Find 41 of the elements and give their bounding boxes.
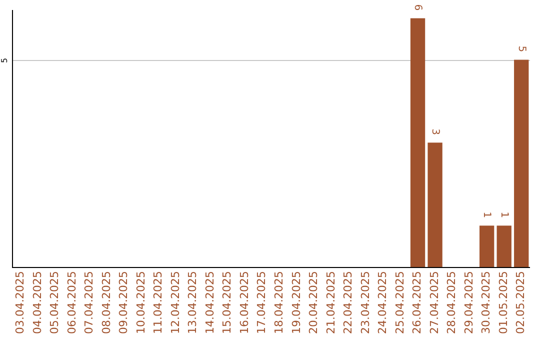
- x-tick-label: 16.04.2025: [238, 271, 251, 334]
- x-tick-label: 19.04.2025: [290, 271, 303, 334]
- bar: [428, 142, 442, 268]
- ref-line-label: 5: [0, 58, 10, 64]
- x-tick-label: 10.04.2025: [134, 271, 148, 334]
- data-label: 1: [498, 212, 510, 218]
- x-tick-label: 23.04.2025: [358, 271, 372, 334]
- x-tick-label: 04.04.2025: [30, 271, 44, 334]
- x-tick-label: 17.04.2025: [255, 271, 268, 334]
- x-tick-label: 13.04.2025: [186, 271, 200, 334]
- data-label: 3: [429, 128, 440, 136]
- x-tick-label: 15.04.2025: [220, 271, 234, 334]
- x-tick-label: 27.04.2025: [428, 271, 441, 334]
- data-label: 5: [516, 46, 527, 52]
- x-tick-label: 25.04.2025: [393, 271, 406, 334]
- x-tick-label: 30.04.2025: [480, 271, 493, 334]
- x-tick-label: 11.04.2025: [152, 271, 165, 334]
- x-tick-label: 21.04.2025: [324, 271, 338, 334]
- bar: [410, 18, 426, 268]
- x-tick-label: 05.04.2025: [48, 271, 62, 334]
- bar: [479, 226, 494, 268]
- x-tick-label: 20.04.2025: [307, 271, 320, 334]
- x-tick-label: 02.05.2025: [514, 271, 528, 334]
- x-tick-label: 18.04.2025: [272, 271, 286, 334]
- data-label: 1: [481, 212, 492, 218]
- x-tick-label: 01.05.2025: [496, 271, 510, 334]
- x-tick-label: 14.04.2025: [203, 271, 216, 334]
- x-tick-label: 29.04.2025: [462, 271, 476, 334]
- data-label: 6: [412, 4, 424, 11]
- x-tick-label: 06.04.2025: [65, 271, 78, 334]
- x-tick-label: 12.04.2025: [168, 271, 182, 334]
- x-tick-label: 07.04.2025: [82, 271, 96, 334]
- x-tick-label: 28.04.2025: [445, 271, 458, 334]
- x-tick-label: 24.04.2025: [376, 271, 390, 334]
- bar: [496, 226, 512, 268]
- x-tick-label: 08.04.2025: [100, 271, 113, 334]
- bar: [514, 60, 529, 268]
- x-tick-label: 03.04.2025: [13, 271, 26, 334]
- x-tick-label: 26.04.2025: [410, 271, 424, 334]
- x-tick-label: 22.04.2025: [342, 271, 355, 334]
- x-tick-label: 09.04.2025: [117, 271, 130, 334]
